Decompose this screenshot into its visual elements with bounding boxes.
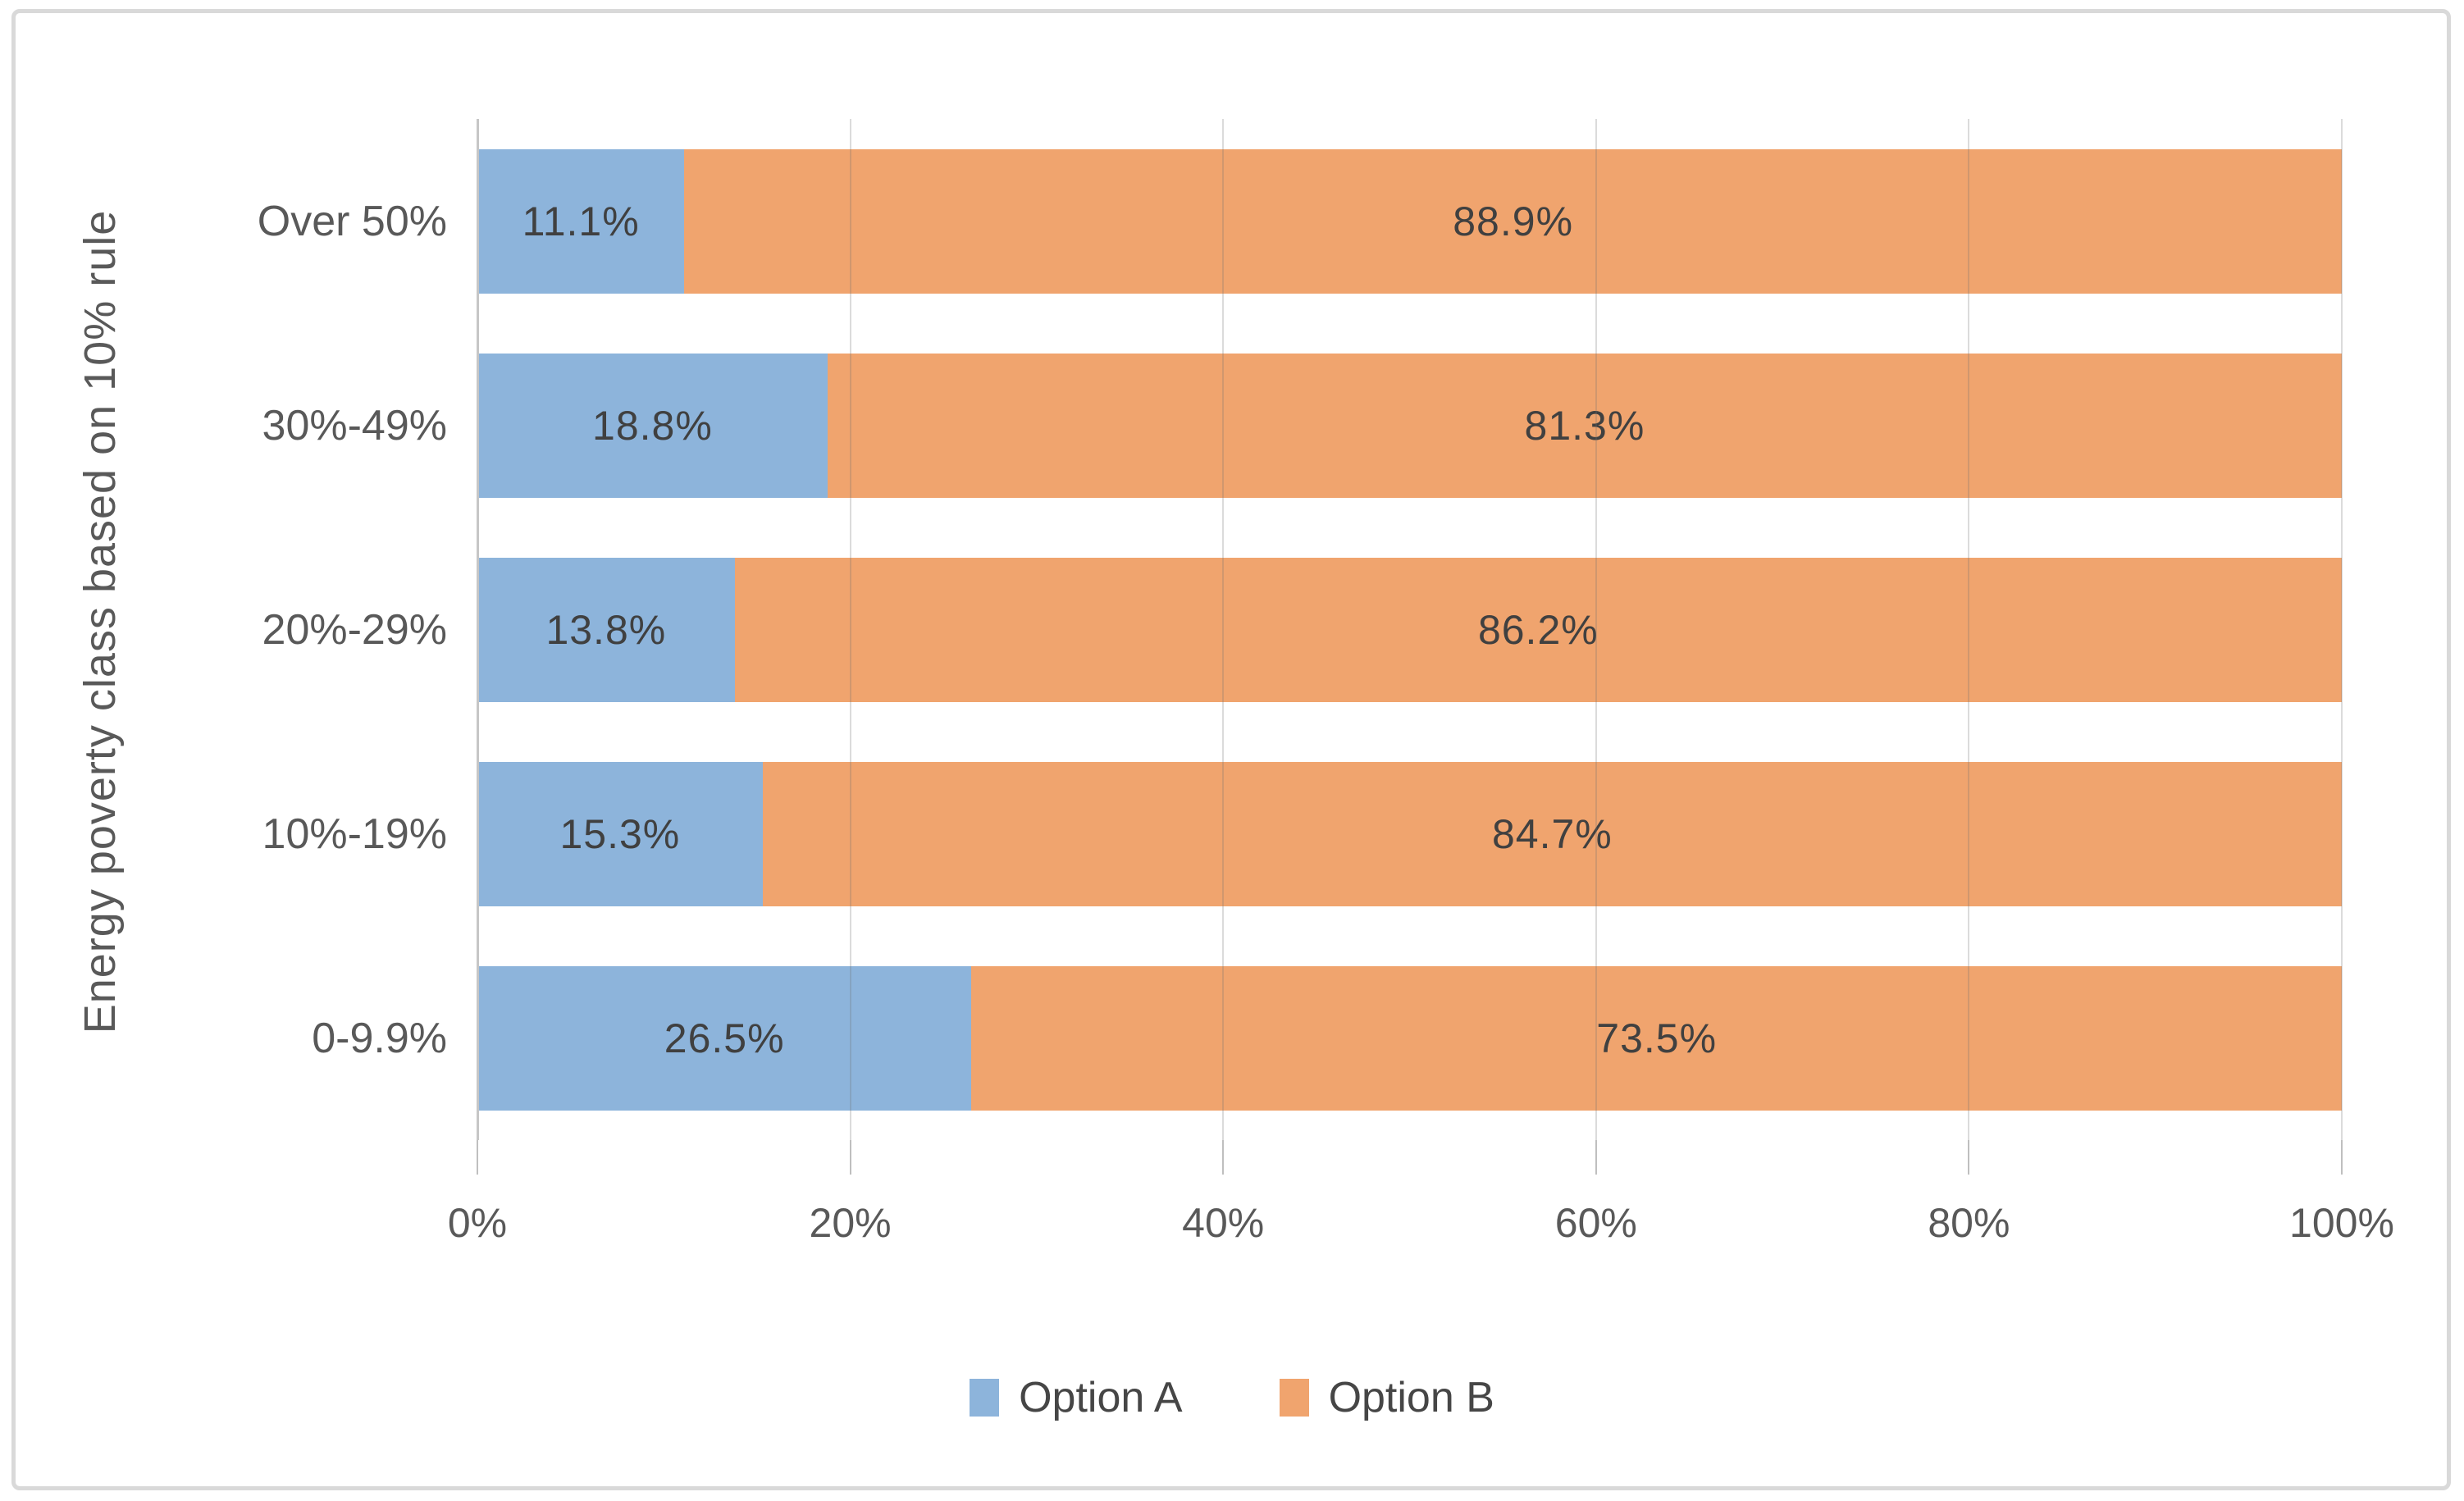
category-label: Over 50% bbox=[257, 197, 447, 245]
x-axis-tick bbox=[849, 1140, 851, 1175]
x-axis-tick-label: 100% bbox=[2289, 1200, 2394, 1246]
gridline bbox=[2341, 119, 2343, 1140]
x-axis-tick bbox=[1222, 1140, 1225, 1175]
gridline bbox=[1968, 119, 1970, 1140]
bar-segment-option-b: 86.2% bbox=[734, 557, 2342, 702]
bar-segment-option-a: 13.8% bbox=[477, 557, 735, 702]
category-band: 11.1% 88.9% bbox=[477, 119, 2342, 323]
y-axis-line bbox=[477, 119, 479, 1140]
bar-segment-option-b: 81.3% bbox=[827, 353, 2342, 498]
bar-segment-option-b: 73.5% bbox=[971, 965, 2342, 1111]
bar-segment-option-b: 88.9% bbox=[684, 148, 2342, 294]
category-label: 0-9.9% bbox=[312, 1014, 447, 1062]
x-axis-tick bbox=[2341, 1140, 2343, 1175]
stacked-bar: 13.8% 86.2% bbox=[477, 557, 2342, 702]
data-label: 86.2% bbox=[1477, 606, 1599, 653]
category-label: 20%-29% bbox=[262, 605, 447, 654]
category-band: 18.8% 81.3% bbox=[477, 323, 2342, 527]
bar-segment-option-b: 84.7% bbox=[762, 761, 2342, 906]
legend-item-option-b: Option B bbox=[1279, 1373, 1494, 1422]
bar-segment-option-a: 11.1% bbox=[477, 148, 685, 294]
data-label: 26.5% bbox=[664, 1015, 785, 1061]
category-label: 10%-19% bbox=[262, 810, 447, 858]
data-label: 84.7% bbox=[1491, 810, 1613, 857]
data-label: 81.3% bbox=[1524, 402, 1645, 449]
x-axis-tick-label: 20% bbox=[809, 1200, 892, 1246]
data-label: 13.8% bbox=[545, 606, 667, 653]
data-label: 88.9% bbox=[1453, 198, 1574, 244]
legend-label: Option A bbox=[1019, 1374, 1183, 1421]
x-axis-tick-label: 0% bbox=[447, 1200, 508, 1246]
x-axis-tick-label: 80% bbox=[1928, 1200, 2010, 1246]
legend-swatch bbox=[1279, 1379, 1309, 1417]
gridline bbox=[1222, 119, 1225, 1140]
data-label: 73.5% bbox=[1596, 1015, 1718, 1061]
data-label: 15.3% bbox=[559, 810, 681, 857]
legend-label: Option B bbox=[1328, 1374, 1494, 1421]
x-axis-tick-label: 60% bbox=[1554, 1200, 1637, 1246]
category-band: 26.5% 73.5% bbox=[477, 936, 2342, 1140]
category-band: 13.8% 86.2% bbox=[477, 527, 2342, 732]
legend-item-option-a: Option A bbox=[970, 1373, 1183, 1422]
legend-swatch bbox=[970, 1379, 1000, 1417]
stacked-bar: 15.3% 84.7% bbox=[477, 761, 2342, 906]
x-axis-tick-label: 40% bbox=[1182, 1200, 1265, 1246]
bar-segment-option-a: 26.5% bbox=[477, 965, 972, 1111]
stacked-bar: 18.8% 81.3% bbox=[477, 353, 2342, 498]
gridline bbox=[1595, 119, 1597, 1140]
x-axis-tick bbox=[1595, 1140, 1597, 1175]
bar-segment-option-a: 18.8% bbox=[477, 353, 828, 498]
stacked-bar: 11.1% 88.9% bbox=[477, 148, 2342, 294]
data-label: 11.1% bbox=[522, 198, 640, 244]
data-label: 18.8% bbox=[592, 402, 713, 449]
gridline bbox=[849, 119, 851, 1140]
plot-area: 11.1% 88.9% 18.8% 81.3% 13.8% 86.2% 15.3% 84.7%… bbox=[477, 119, 2343, 1140]
x-axis-tick bbox=[1968, 1140, 1970, 1175]
category-label: 30%-49% bbox=[262, 401, 447, 449]
category-band: 15.3% 84.7% bbox=[477, 732, 2342, 936]
legend: Option A Option B bbox=[0, 1368, 2464, 1427]
x-axis-tick bbox=[477, 1140, 478, 1175]
bar-segment-option-a: 15.3% bbox=[477, 761, 763, 906]
stacked-bar: 26.5% 73.5% bbox=[477, 965, 2342, 1111]
